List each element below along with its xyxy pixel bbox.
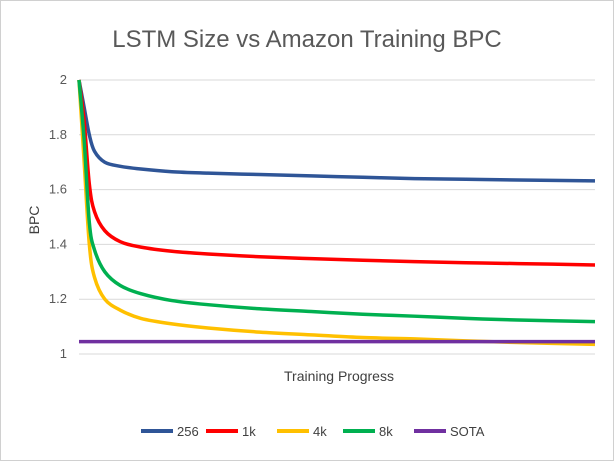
series-line-1k	[77, 79, 596, 267]
legend: 256 1k 4k 8k SOTA	[141, 424, 485, 439]
series-line-8k	[77, 79, 596, 324]
y-tick-labels: 1 1.2 1.4 1.6 1.8 2	[49, 72, 67, 361]
y-tick-label: 1	[60, 346, 67, 361]
series-line-4k	[77, 79, 596, 347]
y-axis-label: BPC	[26, 206, 42, 235]
y-tick-label: 1.8	[49, 127, 67, 142]
x-axis-label: Training Progress	[284, 368, 394, 384]
legend-label-SOTA: SOTA	[450, 424, 485, 439]
chart-title: LSTM Size vs Amazon Training BPC	[112, 26, 501, 53]
series-layer	[77, 79, 596, 347]
y-tick-label: 1.4	[49, 236, 67, 251]
y-tick-label: 2	[60, 72, 67, 87]
y-tick-label: 1.2	[49, 291, 67, 306]
legend-label-1k: 1k	[242, 424, 256, 439]
legend-label-256: 256	[177, 424, 199, 439]
legend-label-4k: 4k	[313, 424, 327, 439]
series-line-256	[77, 79, 596, 183]
legend-label-8k: 8k	[379, 424, 393, 439]
y-tick-label: 1.6	[49, 182, 67, 197]
